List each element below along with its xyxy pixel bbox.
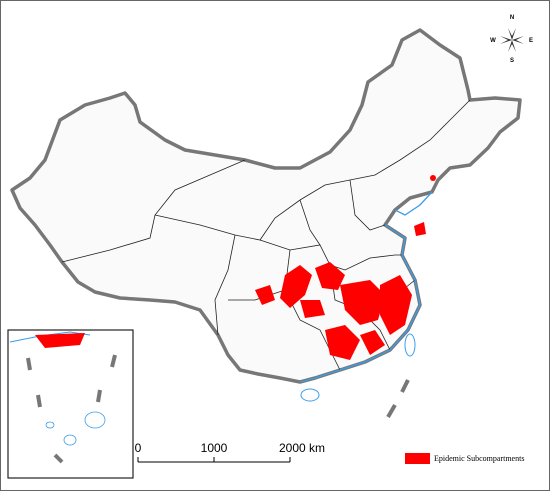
dash — [386, 403, 397, 419]
dash — [96, 389, 102, 403]
epidemic-area — [280, 265, 312, 308]
epidemic-area — [430, 175, 436, 181]
dash-line — [386, 379, 410, 419]
dash — [36, 394, 42, 408]
compass-s: S — [510, 58, 514, 64]
scale-label: 0 — [135, 441, 142, 455]
compass-n: N — [510, 15, 514, 21]
inset-islands — [45, 411, 106, 446]
dash — [26, 357, 32, 371]
epidemic-area — [325, 325, 360, 360]
legend-swatch — [405, 453, 430, 464]
border — [228, 289, 286, 301]
dash — [53, 453, 64, 464]
island — [404, 333, 416, 357]
epidemic-area — [340, 280, 385, 325]
border — [349, 179, 386, 231]
coast — [299, 191, 433, 383]
epidemic-area — [300, 300, 325, 318]
epidemic-area — [315, 262, 345, 290]
scale-label: 1000 — [201, 441, 228, 455]
border — [259, 239, 402, 271]
island — [63, 434, 77, 446]
inset-epidemic — [35, 333, 85, 348]
border — [299, 199, 321, 246]
epidemic-area — [380, 275, 412, 335]
compass-w: W — [490, 38, 496, 44]
compass-rose — [500, 28, 524, 52]
compass-e: E — [529, 38, 533, 44]
dash — [110, 354, 117, 368]
border — [214, 234, 236, 336]
coastline — [299, 191, 433, 383]
island — [300, 388, 320, 402]
epidemic-area — [255, 285, 275, 305]
epidemic-area — [414, 222, 426, 236]
island — [84, 411, 106, 429]
legend-label: Epidemic Subcompartments — [434, 454, 524, 463]
epidemic-areas — [255, 175, 436, 360]
epidemic-area — [360, 330, 385, 355]
dash — [400, 379, 410, 393]
inset-dashes — [26, 354, 117, 464]
scale-bar — [137, 457, 291, 463]
inset-frame — [7, 329, 134, 479]
island — [45, 421, 55, 429]
compass: N S E W — [490, 15, 533, 64]
inset — [7, 329, 134, 479]
scale-label: 2000 km — [279, 441, 325, 455]
